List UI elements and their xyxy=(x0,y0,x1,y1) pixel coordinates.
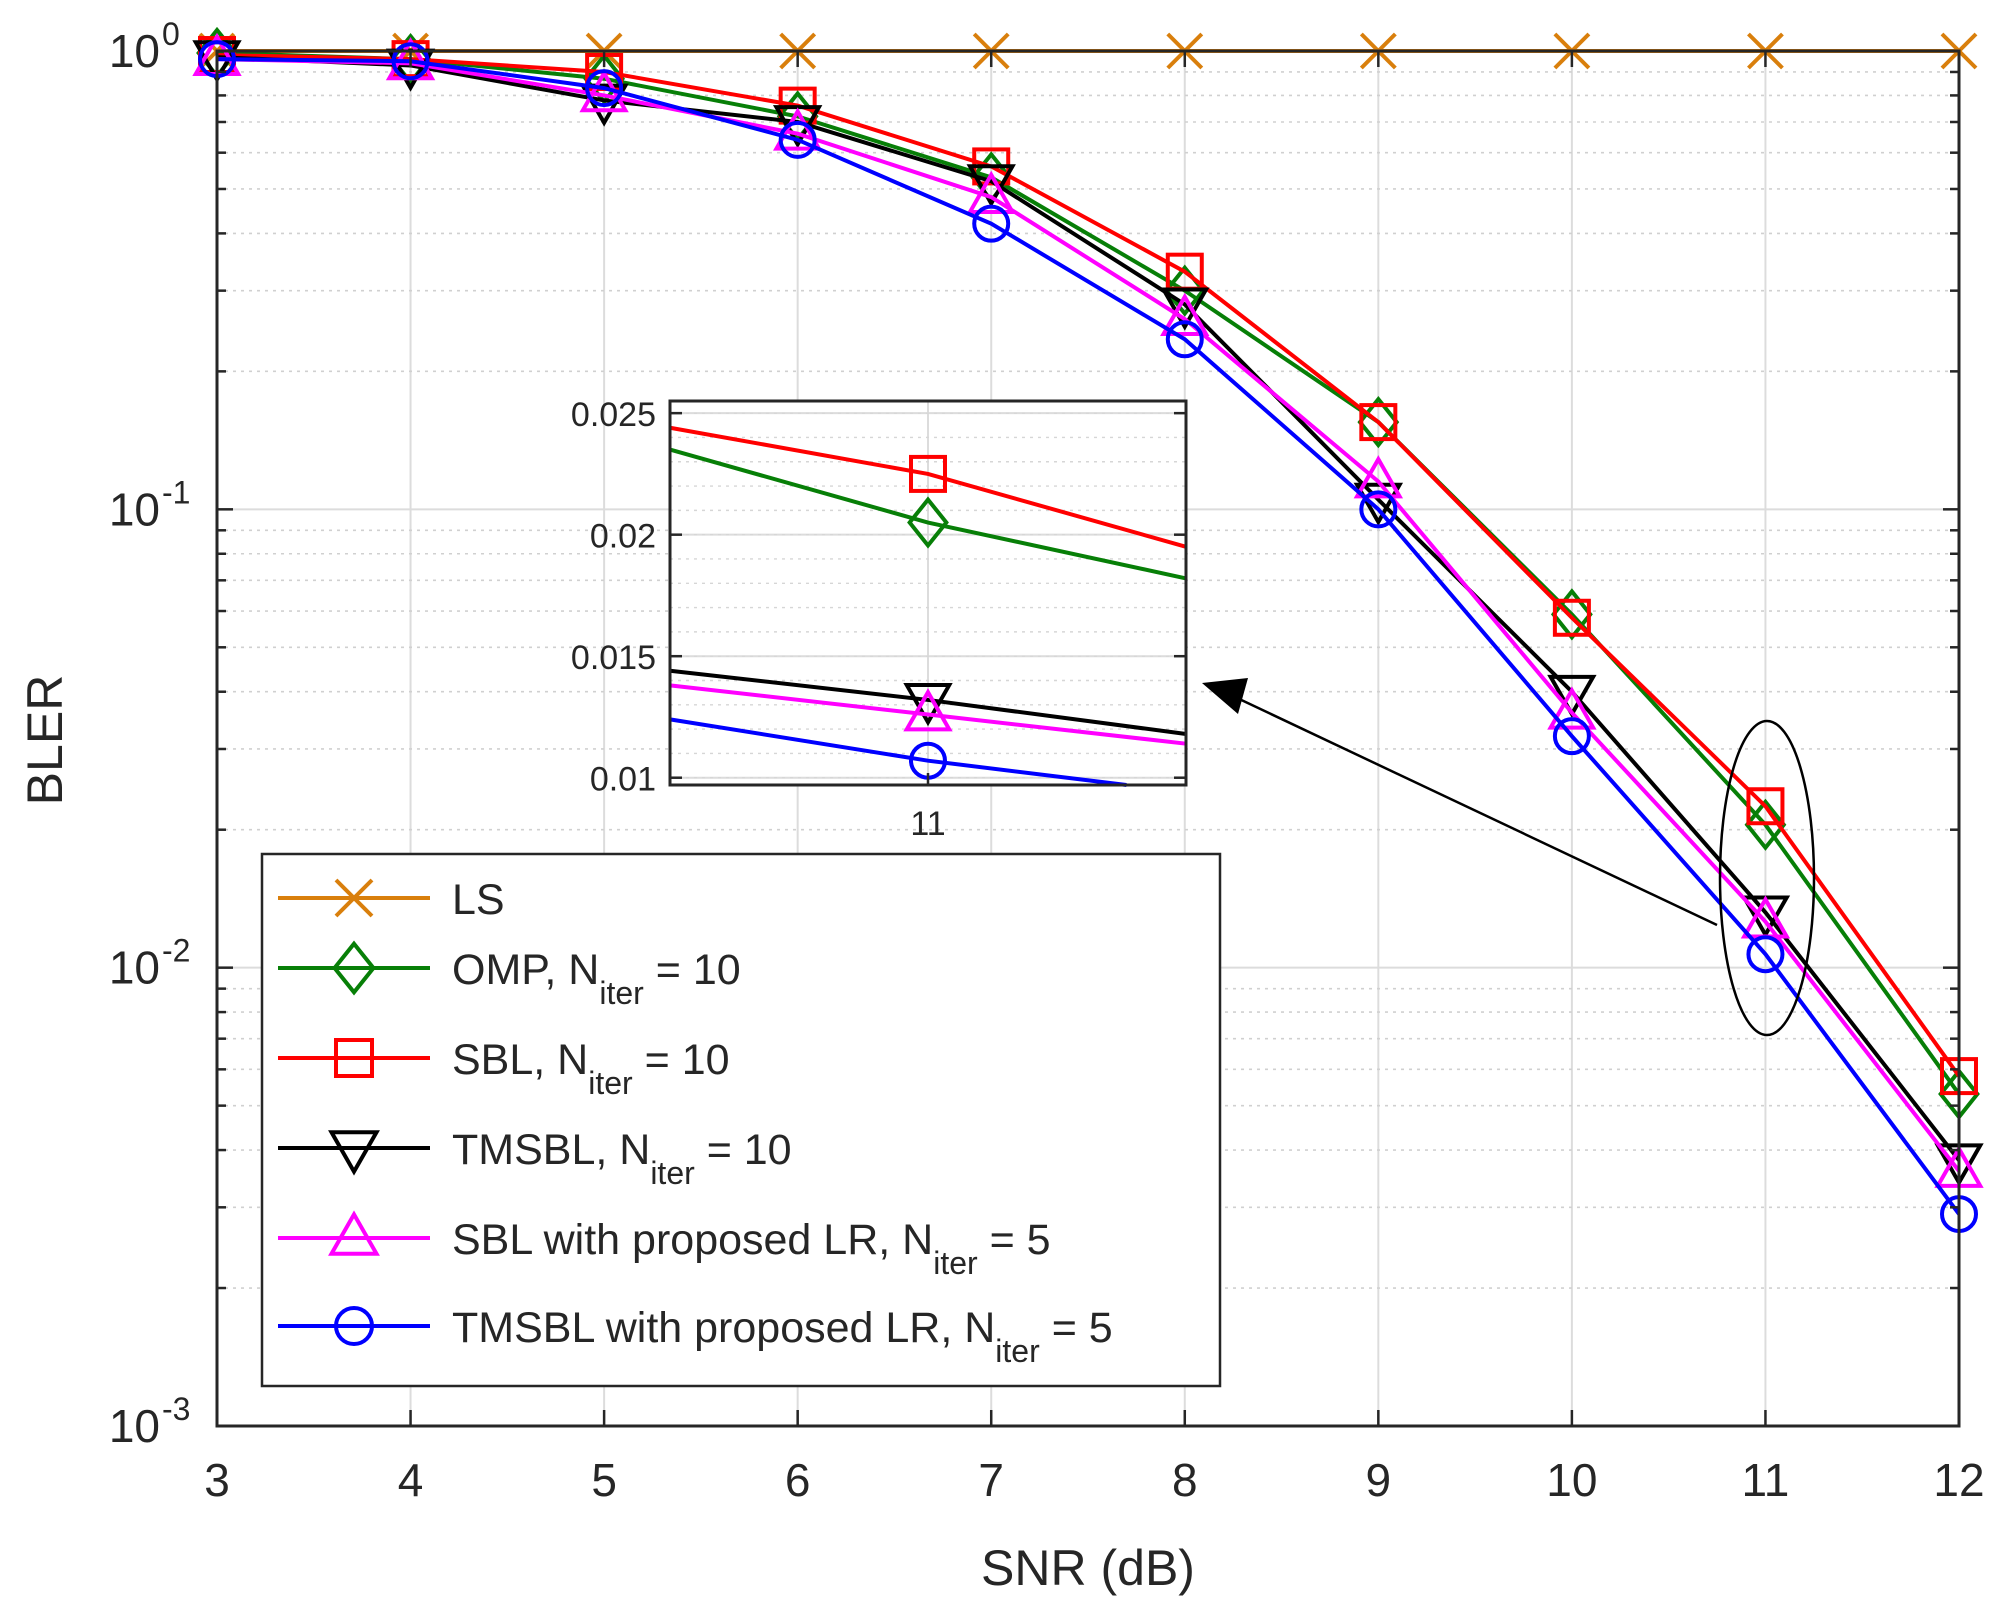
series-line xyxy=(216,53,1961,1078)
marker-triangle-down xyxy=(1353,482,1404,526)
marker-circle xyxy=(1359,490,1398,529)
inset-series-line xyxy=(669,668,1187,736)
x-tick-label: 3 xyxy=(204,1454,230,1506)
marker-circle xyxy=(391,42,430,81)
x-tick-label: 5 xyxy=(591,1454,617,1506)
series-circle xyxy=(198,40,1978,1234)
marker-triangle-up xyxy=(903,688,953,732)
inset-y-tick-label: 0.02 xyxy=(590,518,656,556)
y-tick-label: 10 xyxy=(109,942,160,994)
marker-square xyxy=(334,1038,374,1078)
main-series-layer xyxy=(192,26,1984,1234)
inset-y-tick-label: 0.01 xyxy=(590,761,656,799)
inset-grid xyxy=(670,401,1186,785)
marker-triangle-down xyxy=(1547,674,1597,719)
zoom-arrow-head xyxy=(1202,678,1248,714)
marker-circle xyxy=(585,69,624,108)
main-tick-marks xyxy=(215,49,1961,1428)
marker-diamond xyxy=(907,496,949,549)
inset-series-line xyxy=(669,717,1127,787)
x-axis-label: SNR (dB) xyxy=(981,1540,1195,1596)
x-tick-label: 7 xyxy=(978,1454,1004,1506)
inset-series-line xyxy=(669,447,1187,581)
y-tick-label: 10 xyxy=(109,483,160,535)
marker-triangle-down xyxy=(579,83,629,127)
inset-series-line xyxy=(669,425,1187,549)
marker-circle xyxy=(972,204,1011,243)
marker-x xyxy=(334,878,374,918)
series-line xyxy=(216,55,1961,1162)
inset-series-line xyxy=(669,683,1187,746)
x-tick-label: 4 xyxy=(398,1454,424,1506)
x-tick-label: 9 xyxy=(1366,1454,1392,1506)
series-line xyxy=(216,57,1961,1216)
marker-square xyxy=(909,454,947,493)
inset-series-triangle-down xyxy=(669,668,1187,736)
zoom-highlight-ellipse xyxy=(1718,719,1816,1037)
y-tick-label-exponent: -3 xyxy=(162,1391,190,1427)
marker-diamond xyxy=(1744,798,1787,851)
x-tick-label: 10 xyxy=(1546,1454,1597,1506)
inset-series-layer xyxy=(669,425,1187,787)
marker-triangle-up xyxy=(1160,292,1210,337)
marker-triangle-up xyxy=(328,1210,380,1256)
y-tick-label-exponent: -2 xyxy=(162,933,190,969)
inset-series-diamond xyxy=(669,447,1187,581)
x-tick-label: 6 xyxy=(785,1454,811,1506)
inset-y-tick-label: 0.025 xyxy=(571,396,656,434)
marker-triangle-down xyxy=(1160,287,1210,331)
inset-tick-labels: 0.025 0.02 0.015 0.01 11 xyxy=(571,396,1186,843)
inset-series-square xyxy=(669,425,1187,549)
marker-circle xyxy=(1165,320,1204,359)
marker-triangle-down xyxy=(903,683,953,727)
y-tick-label: 10 xyxy=(109,25,160,77)
y-tick-label-exponent: 0 xyxy=(162,16,180,52)
marker-diamond xyxy=(331,940,377,996)
y-tick-label: 10 xyxy=(109,1400,160,1452)
marker-triangle-up xyxy=(966,170,1016,214)
marker-triangle-up xyxy=(1547,686,1597,730)
marker-triangle-down xyxy=(966,164,1016,208)
legend-label: LS xyxy=(452,876,505,924)
inset-y-tick-label: 0.015 xyxy=(571,639,656,677)
y-tick-label-exponent: -1 xyxy=(162,474,190,510)
marker-triangle-up xyxy=(772,107,823,151)
y-axis-label: BLER xyxy=(17,675,73,806)
main-axes-box xyxy=(215,49,1961,1428)
marker-triangle-down xyxy=(328,1130,380,1176)
legend-entry-x: LS xyxy=(278,876,505,924)
x-tick-label: 8 xyxy=(1172,1454,1198,1506)
marker-circle xyxy=(778,120,817,159)
marker-square xyxy=(1746,787,1785,826)
x-tick-label: 12 xyxy=(1933,1454,1984,1506)
inset-series-triangle-up xyxy=(669,683,1187,746)
x-tick-labels: 3 4 5 6 7 8 9 10 11 12 xyxy=(204,1454,1984,1506)
marker-square xyxy=(1359,403,1398,442)
legend-box xyxy=(260,852,1222,1388)
marker-circle xyxy=(334,1306,374,1346)
marker-triangle-up xyxy=(1353,455,1404,499)
inset-x-tick-label: 11 xyxy=(910,805,945,843)
zoom-arrow-line xyxy=(1234,695,1718,927)
marker-square xyxy=(1552,598,1591,637)
series-line xyxy=(216,57,1961,1173)
series-line xyxy=(216,51,1961,1096)
x-tick-label: 11 xyxy=(1742,1454,1790,1506)
marker-circle xyxy=(1746,935,1785,974)
marker-circle xyxy=(1552,717,1591,756)
